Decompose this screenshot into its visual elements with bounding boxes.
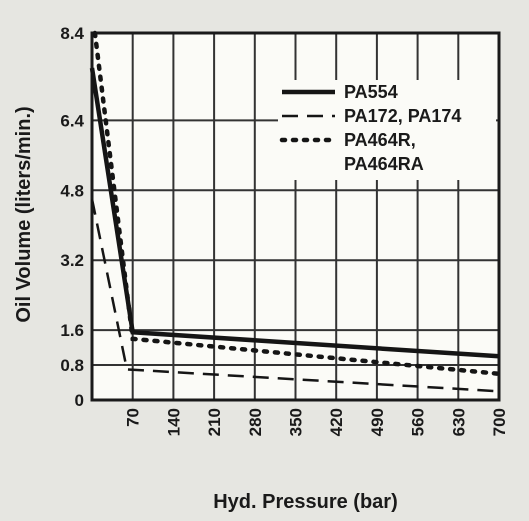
x-tick-label: 630: [449, 408, 468, 436]
legend-background: [278, 80, 496, 180]
x-axis-label: Hyd. Pressure (bar): [213, 491, 398, 513]
y-tick-label: 0: [75, 391, 84, 410]
series-line-3: [92, 30, 502, 377]
x-tick-label: 140: [164, 408, 183, 436]
plot-frame: [90, 31, 501, 402]
y-tick-label: 0.8: [60, 356, 84, 375]
y-tick-label: 3.2: [60, 251, 84, 270]
x-tick-label: 560: [409, 408, 428, 436]
x-tick-label: 210: [205, 408, 224, 436]
legend-label: PA554: [344, 82, 398, 102]
legend: PA554 PA172, PA174 PA464R, PA464RA: [278, 80, 496, 180]
x-tick-label: 490: [368, 408, 387, 436]
x-tick-labels: 70 140 210 280 350 420 490 560 630 700: [124, 408, 509, 436]
x-tick-label: 420: [327, 408, 346, 436]
x-tick-label: 280: [246, 408, 265, 436]
legend-label: PA464R,: [344, 130, 416, 150]
y-tick-label: 6.4: [60, 111, 84, 130]
y-tick-label: 1.6: [60, 321, 84, 340]
series-line-2: [90, 198, 500, 393]
series-group: [89, 30, 502, 393]
x-tick-label: 70: [124, 408, 143, 427]
x-tick-label: 700: [490, 408, 509, 436]
y-tick-label: 4.8: [60, 181, 84, 200]
y-tick-label: 8.4: [60, 24, 84, 43]
legend-label: PA464RA: [344, 154, 424, 174]
y-axis-label: Oil Volume (liters/min.): [13, 106, 35, 322]
y-tick-labels: 8.4 6.4 4.8 3.2 1.6 0.8 0: [60, 24, 84, 410]
x-tick-label: 350: [287, 408, 306, 436]
legend-label: PA172, PA174: [344, 106, 461, 126]
